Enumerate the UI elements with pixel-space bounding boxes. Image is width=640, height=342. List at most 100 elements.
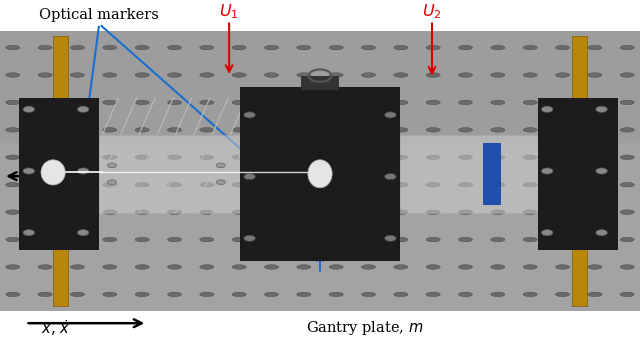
- Ellipse shape: [38, 155, 52, 159]
- Ellipse shape: [329, 237, 343, 242]
- Circle shape: [541, 229, 553, 236]
- Ellipse shape: [297, 183, 311, 187]
- Ellipse shape: [232, 237, 246, 242]
- Circle shape: [541, 168, 553, 174]
- Ellipse shape: [200, 100, 214, 105]
- Ellipse shape: [620, 128, 634, 132]
- Ellipse shape: [70, 45, 84, 50]
- Ellipse shape: [168, 265, 182, 269]
- Ellipse shape: [329, 183, 343, 187]
- Ellipse shape: [38, 73, 52, 77]
- Ellipse shape: [38, 237, 52, 242]
- Ellipse shape: [458, 100, 472, 105]
- Circle shape: [108, 180, 116, 185]
- Ellipse shape: [232, 265, 246, 269]
- Ellipse shape: [426, 73, 440, 77]
- Ellipse shape: [523, 210, 537, 214]
- Ellipse shape: [588, 237, 602, 242]
- Ellipse shape: [362, 237, 376, 242]
- Ellipse shape: [41, 160, 65, 185]
- Ellipse shape: [426, 45, 440, 50]
- Ellipse shape: [588, 45, 602, 50]
- Ellipse shape: [70, 100, 84, 105]
- Ellipse shape: [135, 73, 149, 77]
- Ellipse shape: [426, 292, 440, 297]
- Ellipse shape: [168, 45, 182, 50]
- Circle shape: [244, 112, 255, 118]
- Ellipse shape: [232, 128, 246, 132]
- Ellipse shape: [6, 155, 20, 159]
- Ellipse shape: [556, 237, 570, 242]
- Ellipse shape: [329, 45, 343, 50]
- Ellipse shape: [264, 210, 278, 214]
- Ellipse shape: [491, 265, 505, 269]
- Ellipse shape: [38, 265, 52, 269]
- Ellipse shape: [458, 183, 472, 187]
- Ellipse shape: [458, 210, 472, 214]
- Ellipse shape: [491, 100, 505, 105]
- Ellipse shape: [135, 292, 149, 297]
- Bar: [0, 31, 640, 143]
- Circle shape: [77, 168, 89, 174]
- Ellipse shape: [588, 100, 602, 105]
- Ellipse shape: [200, 128, 214, 132]
- Circle shape: [541, 106, 553, 113]
- Ellipse shape: [200, 210, 214, 214]
- Ellipse shape: [264, 128, 278, 132]
- Ellipse shape: [620, 45, 634, 50]
- Ellipse shape: [264, 265, 278, 269]
- Circle shape: [385, 173, 396, 180]
- Ellipse shape: [620, 237, 634, 242]
- Ellipse shape: [264, 73, 278, 77]
- Ellipse shape: [426, 155, 440, 159]
- Circle shape: [244, 173, 255, 180]
- Ellipse shape: [168, 155, 182, 159]
- Text: Optical markers: Optical markers: [39, 9, 159, 22]
- Ellipse shape: [168, 210, 182, 214]
- Ellipse shape: [70, 183, 84, 187]
- Ellipse shape: [6, 292, 20, 297]
- Ellipse shape: [491, 237, 505, 242]
- Ellipse shape: [232, 155, 246, 159]
- Ellipse shape: [264, 155, 278, 159]
- Ellipse shape: [394, 265, 408, 269]
- Ellipse shape: [523, 265, 537, 269]
- Ellipse shape: [232, 73, 246, 77]
- Ellipse shape: [168, 73, 182, 77]
- Ellipse shape: [394, 128, 408, 132]
- Ellipse shape: [103, 292, 117, 297]
- Ellipse shape: [70, 73, 84, 77]
- Ellipse shape: [168, 292, 182, 297]
- Ellipse shape: [232, 45, 246, 50]
- Bar: [301, 76, 339, 90]
- Ellipse shape: [6, 45, 20, 50]
- Ellipse shape: [135, 265, 149, 269]
- Ellipse shape: [588, 128, 602, 132]
- Ellipse shape: [297, 45, 311, 50]
- Ellipse shape: [38, 210, 52, 214]
- Ellipse shape: [491, 45, 505, 50]
- Ellipse shape: [394, 45, 408, 50]
- Circle shape: [77, 106, 89, 113]
- Ellipse shape: [70, 155, 84, 159]
- Ellipse shape: [297, 210, 311, 214]
- Ellipse shape: [523, 155, 537, 159]
- Ellipse shape: [297, 155, 311, 159]
- Text: $x,\,\dot{x}$: $x,\,\dot{x}$: [42, 318, 71, 338]
- Bar: [538, 98, 618, 250]
- Ellipse shape: [491, 292, 505, 297]
- Ellipse shape: [103, 155, 117, 159]
- Ellipse shape: [70, 128, 84, 132]
- Ellipse shape: [200, 265, 214, 269]
- Ellipse shape: [523, 100, 537, 105]
- Ellipse shape: [38, 45, 52, 50]
- Ellipse shape: [135, 100, 149, 105]
- Circle shape: [23, 106, 35, 113]
- Ellipse shape: [168, 237, 182, 242]
- Text: Gantry plate, $m$: Gantry plate, $m$: [306, 319, 424, 337]
- Text: $U_1$: $U_1$: [220, 3, 239, 21]
- Ellipse shape: [135, 210, 149, 214]
- Circle shape: [596, 229, 607, 236]
- Ellipse shape: [103, 73, 117, 77]
- Ellipse shape: [135, 155, 149, 159]
